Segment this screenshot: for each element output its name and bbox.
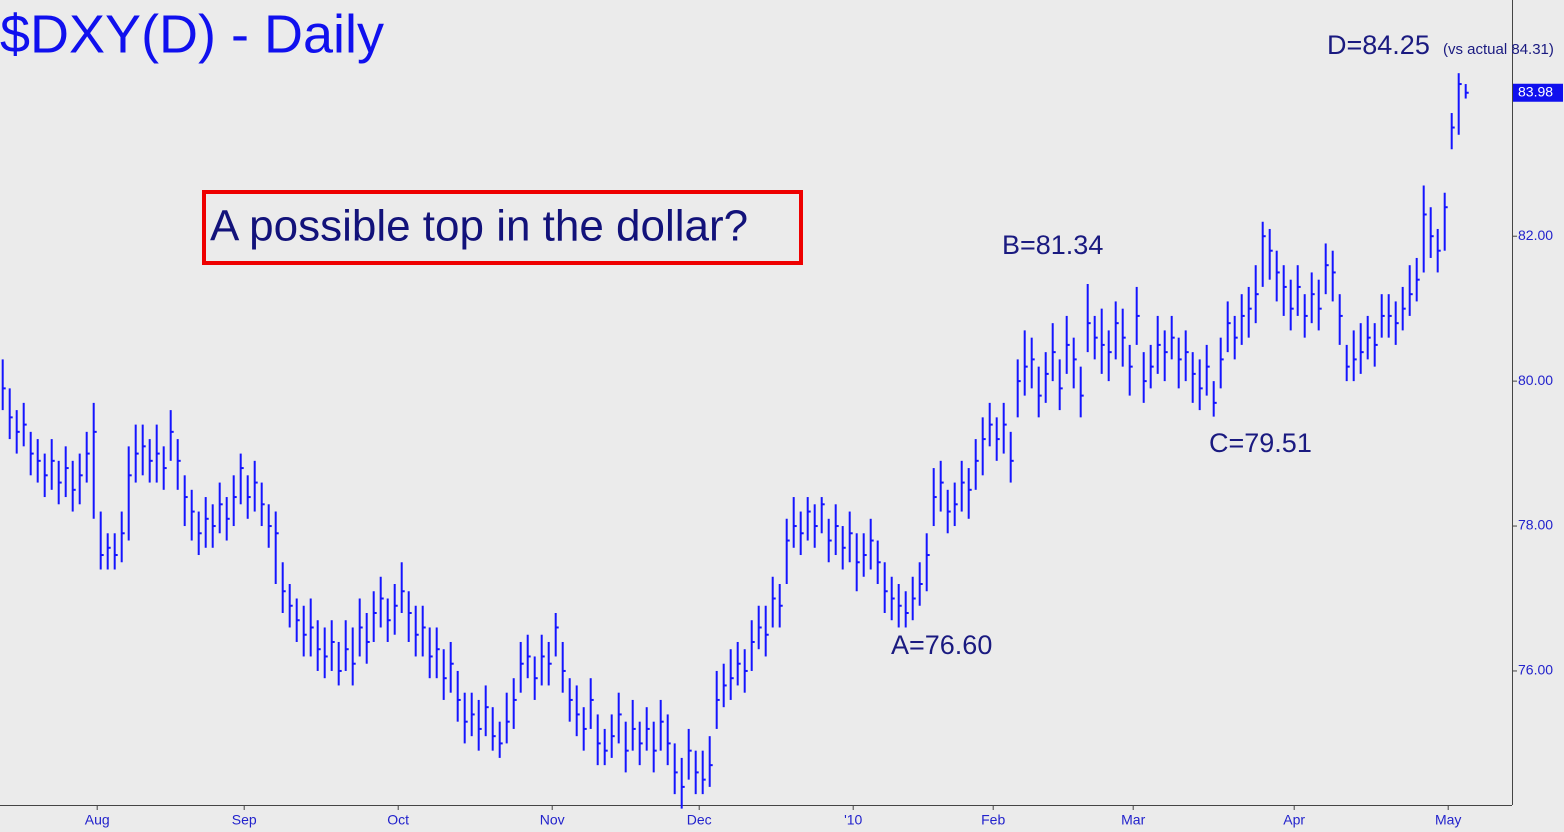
annotation: A=76.60 (891, 630, 992, 660)
annotation: (vs actual 84.31) (1443, 41, 1554, 58)
annotation: B=81.34 (1002, 230, 1103, 260)
x-tick-label: '10 (844, 812, 862, 828)
x-tick-label: Mar (1121, 812, 1145, 828)
y-tick-label: 80.00 (1518, 372, 1553, 388)
x-tick-label: Nov (540, 812, 565, 828)
x-tick-label: Aug (85, 812, 110, 828)
x-tick-label: Oct (387, 812, 409, 828)
y-tick-label: 82.00 (1518, 227, 1553, 243)
y-tick-label: 76.00 (1518, 662, 1553, 678)
x-tick-label: Sep (232, 812, 257, 828)
y-tick-label: 78.00 (1518, 517, 1553, 533)
callout: A possible top in the dollar? (210, 202, 748, 251)
x-tick-label: May (1435, 812, 1461, 828)
annotation: D=84.25 (1327, 30, 1430, 60)
x-tick-label: Apr (1283, 812, 1305, 828)
last-price-box (1513, 83, 1563, 102)
callout-box (202, 190, 803, 265)
last-price-label: 83.98 (1518, 83, 1553, 99)
x-tick-label: Dec (687, 812, 712, 828)
annotation: C=79.51 (1209, 428, 1312, 458)
x-tick-label: Feb (981, 812, 1005, 828)
chart-title: $DXY(D) - Daily (0, 4, 384, 64)
